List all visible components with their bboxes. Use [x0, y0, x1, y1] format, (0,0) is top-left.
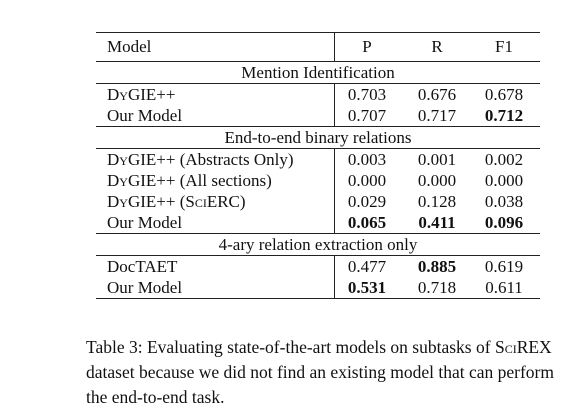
cell-p: 0.531 — [347, 278, 387, 297]
header-rule — [96, 61, 540, 62]
model-name: DyGIE++ — [107, 85, 176, 104]
column-divider — [334, 191, 335, 212]
column-divider — [334, 149, 335, 170]
section-rule — [96, 148, 540, 149]
cell-f1: 0.712 — [484, 106, 524, 125]
cell-p: 0.703 — [347, 85, 387, 104]
bottom-rule — [96, 298, 540, 299]
cell-f1: 0.000 — [484, 171, 524, 190]
cell-f1: 0.611 — [485, 278, 523, 297]
column-divider — [334, 170, 335, 191]
column-divider — [334, 277, 335, 298]
table-row: DocTAET 0.477 0.885 0.619 — [96, 256, 540, 277]
header-f1: F1 — [495, 37, 513, 56]
column-divider — [334, 212, 335, 233]
section-rule — [96, 83, 540, 84]
table-row: Our Model 0.707 0.717 0.712 — [96, 105, 540, 126]
cell-p: 0.477 — [347, 257, 387, 276]
section-rule — [96, 233, 540, 234]
cell-f1: 0.038 — [484, 192, 524, 211]
top-rule — [96, 32, 540, 33]
cell-r: 0.717 — [417, 106, 457, 125]
table-row: DyGIE++ 0.703 0.676 0.678 — [96, 84, 540, 105]
cell-f1: 0.619 — [484, 257, 524, 276]
header-row: Model P R F1 — [96, 33, 540, 61]
column-divider — [334, 256, 335, 277]
cell-r: 0.001 — [417, 150, 457, 169]
model-name: DyGIE++ (All sections) — [107, 171, 272, 190]
table-row: Our Model 0.531 0.718 0.611 — [96, 277, 540, 298]
header-model: Model — [107, 37, 152, 56]
section-title: End-to-end binary relations — [224, 128, 412, 147]
model-name: Our Model — [107, 213, 183, 232]
table-row: DyGIE++ (SciERC) 0.029 0.128 0.038 — [96, 191, 540, 212]
table-row: DyGIE++ (All sections) 0.000 0.000 0.000 — [96, 170, 540, 191]
model-name: DyGIE++ (Abstracts Only) — [107, 150, 294, 169]
cell-r: 0.885 — [417, 257, 457, 276]
model-name: Our Model — [107, 106, 183, 125]
cell-p: 0.000 — [347, 171, 387, 190]
column-divider — [334, 84, 335, 105]
column-divider — [334, 33, 335, 61]
cell-p: 0.003 — [347, 150, 387, 169]
table-caption: Table 3: Evaluating state-of-the-art mod… — [86, 337, 554, 407]
cell-r: 0.718 — [417, 278, 457, 297]
model-name: Our Model — [107, 278, 183, 297]
section-rule — [96, 255, 540, 256]
cell-r: 0.128 — [417, 192, 457, 211]
section-title: Mention Identification — [241, 63, 395, 82]
cell-p: 0.029 — [347, 192, 387, 211]
section-rule — [96, 126, 540, 127]
header-p: P — [362, 37, 372, 56]
header-r: R — [431, 37, 443, 56]
results-table: Model P R F1 Mention Identification DyGI… — [96, 32, 540, 299]
cell-r: 0.411 — [418, 213, 456, 232]
model-name: DyGIE++ (SciERC) — [107, 192, 246, 211]
model-name: DocTAET — [107, 257, 178, 276]
cell-f1: 0.002 — [484, 150, 524, 169]
cell-f1: 0.678 — [484, 85, 524, 104]
table-row: DyGIE++ (Abstracts Only) 0.003 0.001 0.0… — [96, 149, 540, 170]
table-row: Our Model 0.065 0.411 0.096 — [96, 212, 540, 233]
cell-r: 0.000 — [417, 171, 457, 190]
cell-r: 0.676 — [417, 85, 457, 104]
cell-f1: 0.096 — [484, 213, 524, 232]
section-title: 4-ary relation extraction only — [218, 235, 418, 254]
cell-p: 0.065 — [347, 213, 387, 232]
column-divider — [334, 105, 335, 126]
cell-p: 0.707 — [347, 106, 387, 125]
